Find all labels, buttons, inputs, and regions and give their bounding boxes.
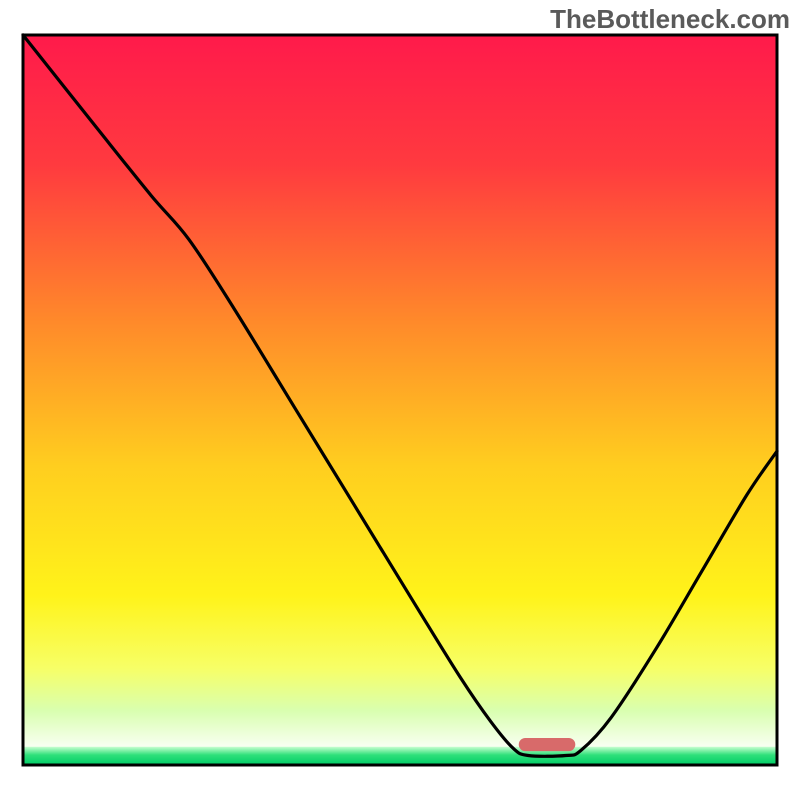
minimum-marker (519, 738, 576, 751)
watermark-text: TheBottleneck.com (550, 4, 790, 34)
heat-gradient (23, 35, 777, 754)
green-band (23, 747, 777, 765)
chart-root: TheBottleneck.com (0, 0, 800, 800)
bottleneck-curve-chart: TheBottleneck.com (0, 0, 800, 800)
